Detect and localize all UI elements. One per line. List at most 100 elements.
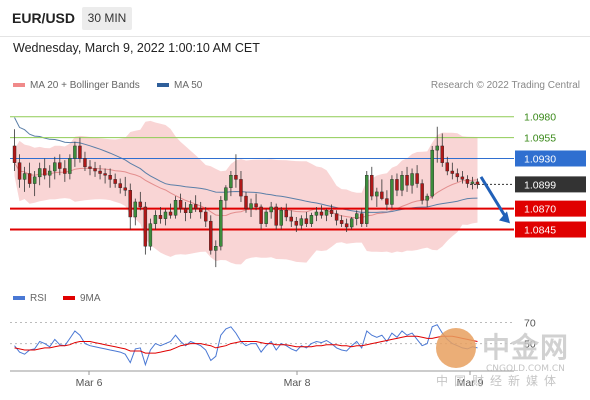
legend-ma50: MA 50 — [157, 80, 202, 91]
candle — [435, 126, 439, 163]
candle-body — [88, 166, 92, 169]
candle — [173, 196, 178, 219]
candle-body — [148, 223, 153, 247]
candle-body — [284, 210, 288, 218]
candle-body — [178, 200, 183, 209]
candle — [279, 206, 283, 230]
candle — [460, 171, 465, 184]
candle-body — [98, 170, 102, 174]
candle — [118, 178, 122, 194]
candle — [395, 173, 399, 197]
candle-body — [400, 174, 404, 191]
candle-body — [274, 206, 278, 226]
candle — [304, 211, 309, 228]
ma9-swatch — [63, 296, 75, 301]
candle — [445, 156, 449, 176]
candle-body — [465, 179, 470, 184]
ma20-swatch — [13, 83, 25, 88]
candle — [68, 154, 72, 180]
watermark-subtitle: 中国财经新媒体 — [436, 374, 563, 388]
candle-body — [314, 211, 319, 216]
level-tag-1.0870 — [515, 200, 586, 217]
candle-body — [259, 206, 263, 224]
level-label-1.0930: 1.0930 — [524, 153, 556, 165]
legend-9ma: 9MA — [63, 293, 101, 304]
candle — [385, 190, 389, 211]
candle-body — [108, 174, 112, 180]
candle — [43, 158, 47, 180]
candle — [209, 215, 213, 255]
watermark-logo-icon — [436, 328, 476, 368]
legend-ma50-label: MA 50 — [174, 80, 203, 91]
candle — [425, 193, 429, 207]
candle-body — [68, 158, 72, 174]
level-label-1.0955: 1.0955 — [524, 133, 556, 145]
candle-body — [349, 218, 354, 228]
ma50-swatch — [157, 83, 169, 88]
candle — [88, 160, 92, 176]
candle-body — [204, 211, 208, 222]
candle — [455, 168, 460, 182]
watermark-domain: CNGOLD.COM.CN — [486, 364, 565, 374]
candle — [380, 179, 384, 201]
candle-body — [27, 173, 32, 184]
candle-body — [138, 201, 143, 208]
candle — [214, 240, 218, 268]
legend-ma20-label: MA 20 + Bollinger Bands — [30, 80, 140, 91]
candle — [22, 166, 27, 192]
candle — [148, 218, 153, 251]
candle-body — [269, 206, 273, 213]
candlesticks-layer — [12, 126, 480, 268]
candle — [133, 198, 137, 226]
candle-body — [445, 162, 449, 172]
candle-body — [475, 181, 480, 185]
candle — [143, 201, 148, 255]
candle — [98, 165, 102, 180]
candle-body — [304, 218, 309, 224]
candle — [108, 168, 112, 188]
candle — [334, 210, 339, 226]
candle-body — [73, 145, 77, 159]
candle-body — [239, 179, 243, 197]
candle — [430, 145, 434, 199]
candle-body — [153, 215, 158, 224]
candle-body — [324, 210, 329, 216]
candle-body — [264, 211, 268, 224]
candle-body — [395, 179, 399, 191]
candle-body — [334, 213, 339, 221]
x-tick-label: Mar 6 — [76, 377, 103, 389]
rsi-line — [14, 324, 478, 367]
candle — [138, 191, 143, 211]
candle — [344, 218, 349, 233]
candle-body — [299, 218, 304, 226]
rsi-tick-70: 70 — [524, 318, 536, 330]
candle — [284, 203, 288, 222]
candle-body — [405, 174, 409, 186]
candle-body — [450, 170, 455, 174]
candle-body — [118, 183, 122, 188]
level-label-1.0980: 1.0980 — [524, 112, 556, 124]
candle — [324, 208, 329, 222]
candle — [470, 176, 475, 190]
candle — [239, 171, 243, 202]
candle — [158, 206, 163, 224]
timeframe-button[interactable]: 30 MIN — [82, 7, 132, 30]
candle-body — [37, 168, 42, 178]
candle-body — [58, 162, 62, 169]
candle — [360, 208, 364, 228]
candle-body — [12, 145, 17, 163]
candle — [365, 171, 369, 228]
candle-body — [32, 176, 37, 184]
candle — [269, 201, 273, 219]
candle — [254, 193, 258, 211]
candle — [450, 162, 455, 180]
candle-body — [143, 206, 148, 247]
candle — [188, 200, 193, 219]
candle — [309, 212, 314, 228]
candle — [204, 206, 208, 228]
candle-body — [133, 201, 137, 218]
candle-body — [355, 213, 359, 219]
candle-body — [430, 149, 434, 197]
legend-rsi-label: RSI — [30, 293, 47, 304]
candle — [178, 193, 183, 213]
